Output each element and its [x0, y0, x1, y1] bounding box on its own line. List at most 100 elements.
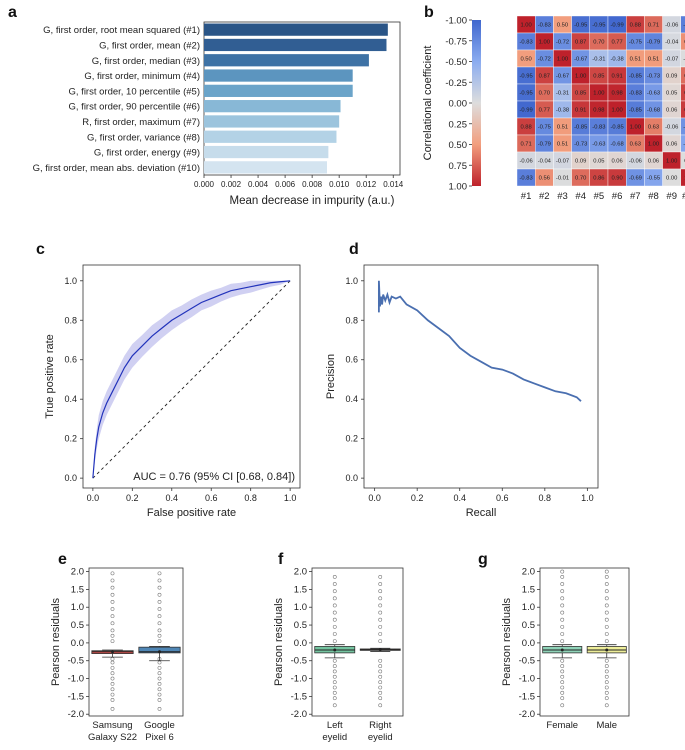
outlier-point	[157, 706, 162, 711]
heatmap-cell-value: 0.91	[611, 74, 622, 80]
colorbar-tick-label: 0.25	[449, 119, 468, 130]
plot-frame	[311, 567, 404, 717]
bar-category-label: G, first order, mean abs. deviation (#10…	[33, 163, 200, 174]
colorbar-tick-label: 0.50	[449, 140, 468, 151]
mean-marker	[605, 648, 609, 652]
outlier-point	[110, 592, 115, 597]
outlier-point	[560, 680, 565, 685]
outlier-point	[560, 603, 565, 608]
heatmap-cell-value: -0.07	[665, 57, 678, 63]
bar-category-label: G, first order, root mean squared (#1)	[43, 25, 200, 36]
x-tick-label: 0.4	[453, 493, 466, 503]
outlier-point	[332, 664, 337, 668]
heatmap-cell-value: -0.69	[683, 125, 685, 131]
outlier-point	[110, 571, 115, 576]
plot-frame	[88, 567, 184, 717]
outlier-point	[560, 703, 565, 708]
bar-3	[204, 54, 369, 67]
y-tick-label: 0.5	[522, 620, 535, 631]
y-tick-label: 2.0	[294, 567, 307, 578]
y-axis-label: Precision	[325, 354, 337, 399]
outlier-point	[560, 696, 565, 701]
category-label: eyelid	[368, 732, 393, 743]
y-tick-label: 1.0	[71, 602, 84, 613]
outlier-point	[332, 624, 337, 629]
heatmap-cell-value: 0.09	[666, 74, 677, 80]
heatmap-cell-value: 0.87	[539, 74, 550, 80]
x-tick-label: 0.2	[411, 493, 424, 503]
heatmap-cell-value: 1.00	[593, 91, 604, 97]
y-tick-label: 0.6	[64, 355, 77, 365]
heatmap-cell-value: 0.51	[557, 125, 568, 131]
mean-marker	[560, 648, 564, 652]
y-tick-label: -1.5	[291, 691, 307, 702]
bar-10	[204, 161, 328, 174]
outlier-point	[560, 596, 565, 601]
outlier-point	[157, 687, 162, 692]
panel-label-b: b	[424, 4, 434, 21]
colorbar-tick-label: 1.00	[449, 182, 468, 193]
heatmap-cell-value: -0.83	[592, 125, 605, 131]
outlier-point	[332, 685, 337, 690]
x-tick-label: 1.0	[284, 493, 297, 503]
heatmap-cell-value: -0.63	[647, 91, 660, 97]
category-label: Male	[596, 720, 617, 731]
colorbar-tick-label: -0.50	[445, 57, 467, 68]
panel-c-roc-curve: 0.0 0.0 0.2 0.2 0.4 0.4 0.6 0.6 0.8 0.8 1.0 1.0 Fals…	[44, 264, 301, 519]
curve-line	[92, 280, 291, 479]
heatmap-cell	[680, 117, 685, 136]
heatmap-cell-value: -0.75	[629, 40, 642, 46]
outlier-point	[560, 674, 565, 679]
plot-frame	[363, 264, 599, 489]
panel-f-boxplot-eyelid: -2.0 -1.5 -1.0 -0.5 0.0 0.5 1.0 1.5 2.0 Pearson r…	[273, 567, 404, 743]
heatmap-cell-value: 0.51	[557, 142, 568, 148]
outlier-point	[332, 669, 337, 674]
outlier-point	[604, 664, 609, 668]
outlier-point	[110, 706, 115, 711]
outlier-point	[332, 610, 337, 615]
y-tick-label: 2.0	[71, 567, 84, 578]
y-tick-label: 0.0	[64, 473, 77, 483]
panel-label-a: a	[8, 4, 17, 21]
outlier-point	[157, 682, 162, 686]
heatmap-cell-value: -0.31	[556, 91, 569, 97]
heatmap-cell-value: 1.00	[539, 40, 550, 46]
outlier-point	[110, 628, 115, 633]
outlier-point	[378, 617, 383, 622]
outlier-point	[332, 658, 337, 663]
heatmap-cell	[680, 168, 685, 187]
outlier-point	[560, 669, 565, 674]
outlier-point	[560, 569, 565, 574]
outlier-point	[560, 685, 565, 690]
outlier-point	[378, 610, 383, 615]
plot-frame	[82, 264, 301, 489]
colorbar-tick-label: -1.00	[445, 16, 467, 27]
y-tick-label: 0.2	[64, 434, 77, 444]
y-tick-label: 1.5	[522, 584, 535, 595]
outlier-point	[157, 665, 162, 670]
category-label: Galaxy S22	[88, 732, 137, 743]
heatmap-cell	[680, 32, 685, 51]
y-tick-label: 1.0	[64, 276, 77, 286]
outlier-point	[332, 703, 337, 708]
outlier-point	[378, 680, 383, 685]
heatmap-cell-value: -0.68	[647, 108, 660, 114]
heatmap-cell-value: -0.06	[665, 23, 678, 29]
x-tick-label: 0.002	[221, 180, 242, 189]
bar-category-label: R, first order, maximum (#7)	[82, 117, 200, 128]
outlier-point	[110, 660, 115, 665]
heatmap-cell-value: 0.71	[520, 142, 531, 148]
outlier-point	[604, 603, 609, 608]
panel-b-heatmap: -1.00 -0.75 -0.50 -0.25 0.00 0.25 0.50 0.75 1.00…	[422, 16, 685, 202]
y-axis-label: Pearson residuals	[50, 597, 62, 686]
outlier-point	[110, 585, 115, 590]
x-tick-label: 0.8	[244, 493, 257, 503]
colorbar-label: Correlational coefficient	[422, 46, 434, 161]
outlier-point	[332, 674, 337, 679]
outlier-point	[378, 575, 383, 579]
heatmap-cell-value: -0.07	[556, 159, 569, 165]
heatmap-cell-value: -0.99	[610, 23, 623, 29]
x-tick-label: 0.000	[194, 180, 215, 189]
outlier-point	[378, 658, 383, 663]
outlier-point	[560, 639, 565, 644]
